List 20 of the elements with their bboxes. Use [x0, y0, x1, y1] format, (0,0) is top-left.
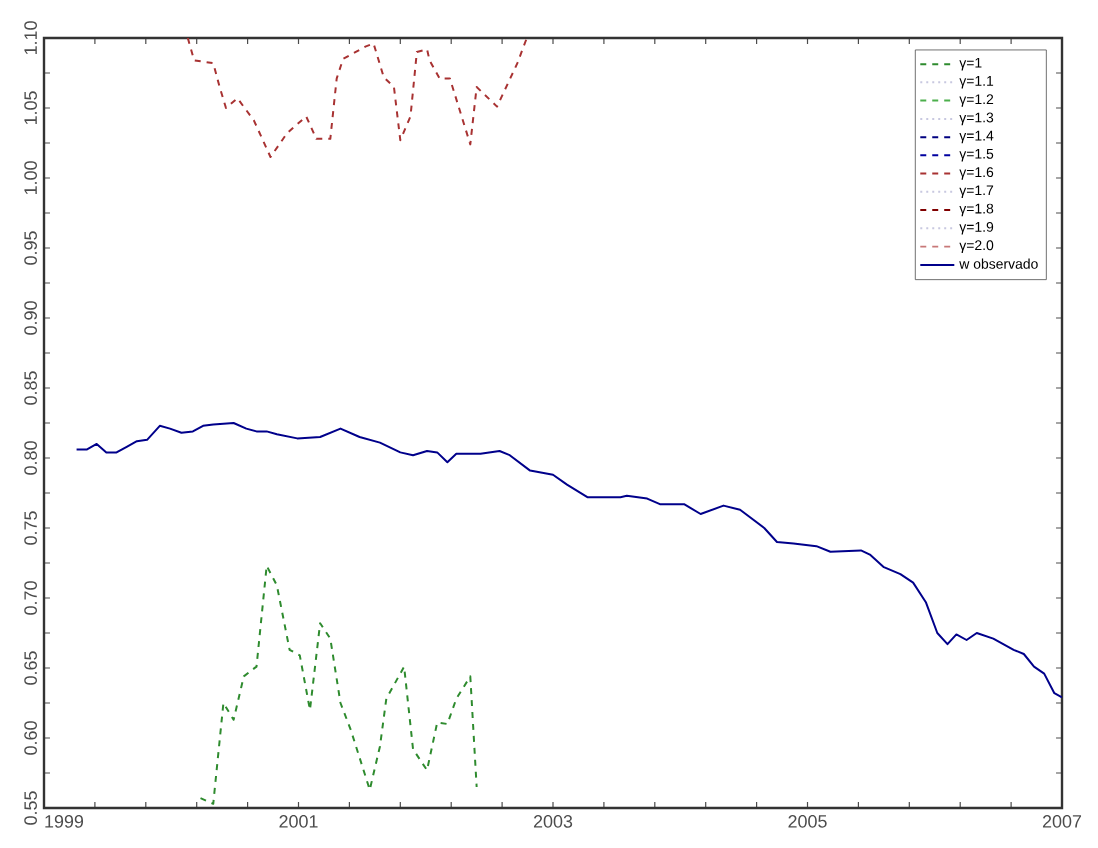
y-tick-label: 1.00 [24, 161, 37, 195]
y-tick-label: 0.80 [24, 441, 37, 475]
y-tick-label: 0.95 [24, 231, 37, 265]
x-tick-label: 2005 [788, 815, 827, 828]
x-tick-label: 2001 [279, 815, 318, 828]
x-tick-label: 2003 [533, 815, 573, 828]
y-tick-label: 1.05 [24, 91, 37, 125]
y-tick-label: 0.60 [24, 721, 37, 755]
line-series [75, 421, 1063, 699]
line-series [186, 37, 528, 158]
y-tick-label: 0.65 [24, 651, 37, 685]
line-series [199, 564, 478, 805]
y-tick-label: 0.55 [24, 791, 37, 825]
y-tick-label: 1.10 [24, 21, 37, 55]
y-tick-label: 0.90 [24, 301, 37, 335]
x-tick-label: 1999 [45, 815, 84, 828]
y-tick-label: 0.75 [24, 511, 37, 545]
x-tick-label: 2007 [1042, 815, 1082, 828]
y-tick-label: 0.85 [24, 371, 37, 405]
y-tick-label: 0.70 [24, 581, 37, 615]
